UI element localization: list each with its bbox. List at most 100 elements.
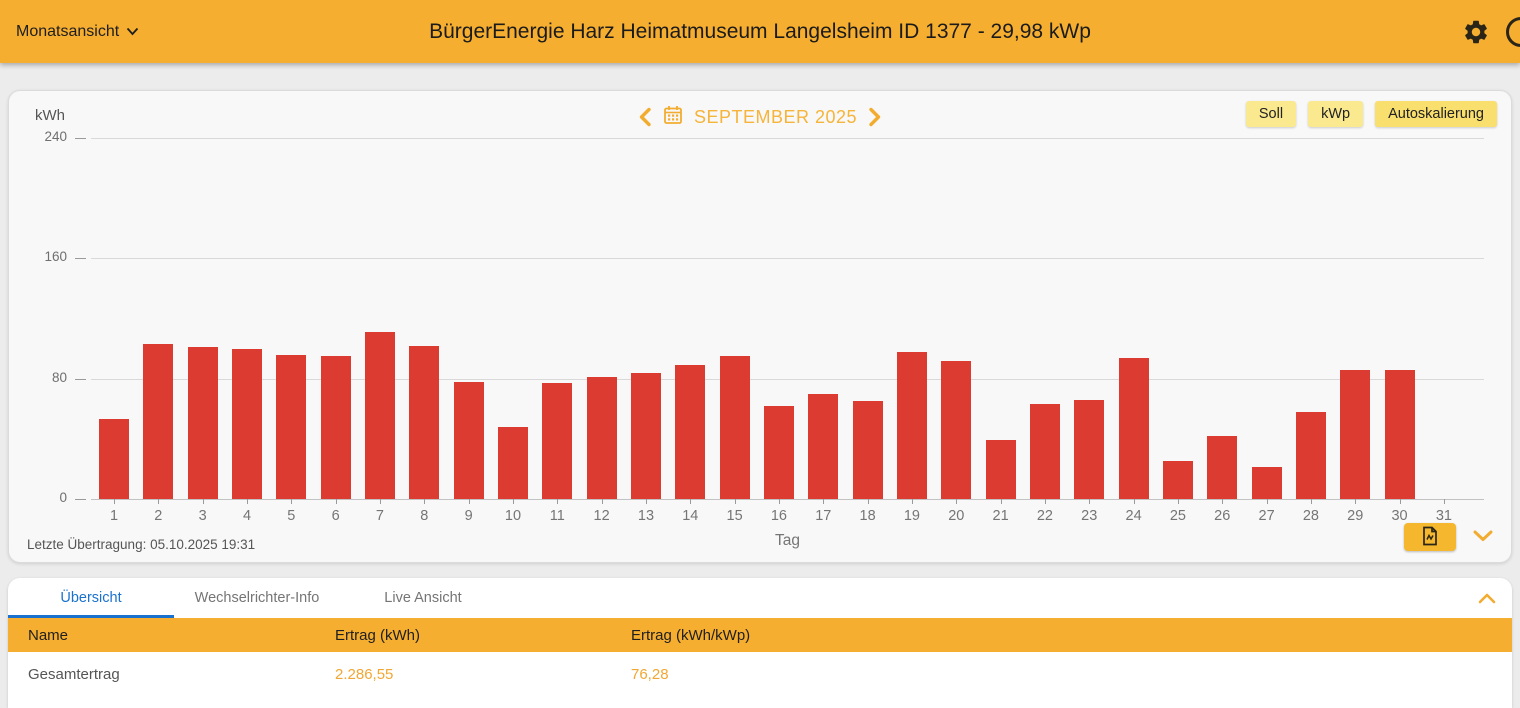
panel-collapse-chevron-up-icon[interactable] [1478, 591, 1496, 609]
bar-day-22[interactable] [1029, 404, 1060, 499]
x-tick [512, 499, 514, 504]
bar-day-4[interactable] [231, 349, 262, 499]
bar-day-12[interactable] [586, 377, 617, 499]
tab-übersicht[interactable]: Übersicht [8, 578, 174, 618]
bar-day-26[interactable] [1207, 436, 1238, 499]
tabs-bar: Übersicht Wechselrichter-Info Live Ansicht [8, 578, 1512, 618]
x-tick-label: 20 [948, 508, 965, 524]
bar-day-5[interactable] [276, 355, 307, 499]
bar-day-2[interactable] [143, 344, 174, 499]
bar-day-29[interactable] [1340, 370, 1371, 499]
bar-day-1[interactable] [99, 419, 129, 499]
soll-button[interactable]: Soll [1245, 101, 1297, 127]
x-tick [1399, 499, 1401, 504]
x-tick-label: 15 [726, 508, 743, 524]
calendar-icon[interactable] [663, 105, 683, 130]
x-tick-label: 11 [549, 508, 565, 524]
y-tick [75, 138, 86, 139]
bar-day-20[interactable] [941, 361, 972, 499]
x-tick [601, 499, 603, 504]
x-tick-label: 1 [109, 508, 119, 524]
y-tick [75, 499, 86, 500]
x-tick-label: 18 [859, 508, 876, 524]
view-mode-dropdown[interactable]: Monatsansicht [16, 0, 139, 63]
x-tick [114, 499, 115, 504]
bar-day-9[interactable] [453, 382, 484, 499]
x-tick-label: 12 [593, 508, 610, 524]
bar-day-28[interactable] [1295, 412, 1326, 499]
tab-live-ansicht[interactable]: Live Ansicht [384, 590, 462, 606]
x-tick-label: 23 [1081, 508, 1098, 524]
table-header-ertrag-kwh-kwp: Ertrag (kWh/kWp) [631, 626, 751, 644]
row-ertrag-kwh: 2.286,55 [335, 665, 394, 683]
gridline [91, 258, 1484, 259]
x-tick [1133, 499, 1135, 504]
x-tick [335, 499, 337, 504]
bar-day-3[interactable] [187, 347, 218, 499]
table-row: Gesamtertrag 2.286,55 76,28 [8, 652, 1512, 696]
bar-day-10[interactable] [497, 427, 528, 499]
x-tick-label: 25 [1169, 508, 1186, 524]
x-tick-label: 29 [1347, 508, 1364, 524]
view-mode-label: Monatsansicht [16, 22, 120, 40]
gridline [91, 379, 1484, 380]
table-header-ertrag-kwh: Ertrag (kWh) [335, 626, 421, 644]
tab-wechselrichter-info[interactable]: Wechselrichter-Info [194, 590, 320, 606]
x-tick [1177, 499, 1179, 504]
bar-day-23[interactable] [1074, 400, 1105, 499]
x-tick-label: 22 [1036, 508, 1053, 524]
bar-day-6[interactable] [320, 356, 351, 499]
x-tick [291, 499, 293, 504]
export-file-icon [1421, 526, 1439, 549]
x-tick-label: 6 [331, 508, 340, 524]
x-tick [1355, 499, 1357, 504]
gridline [91, 499, 1484, 500]
chart-collapse-chevron-down-icon[interactable] [1473, 529, 1493, 547]
bar-day-27[interactable] [1251, 467, 1282, 499]
bar-day-15[interactable] [719, 356, 750, 499]
bar-day-30[interactable] [1384, 370, 1415, 499]
bar-day-19[interactable] [896, 352, 927, 499]
x-tick-label: 16 [770, 508, 787, 524]
bar-day-21[interactable] [985, 440, 1016, 499]
x-tick-label: 21 [992, 508, 1009, 524]
bar-day-16[interactable] [763, 406, 794, 499]
bar-day-13[interactable] [630, 373, 661, 499]
next-month-arrow-icon[interactable] [868, 107, 882, 127]
table-header-row: Name Ertrag (kWh) Ertrag (kWh/kWp) [8, 618, 1512, 652]
x-tick [468, 499, 470, 504]
autoscale-button[interactable]: Autoskalierung [1375, 101, 1497, 127]
settings-gear-icon[interactable] [1462, 18, 1490, 46]
x-tick-label: 14 [682, 508, 699, 524]
bar-day-8[interactable] [409, 346, 440, 499]
x-tick [823, 499, 825, 504]
month-navigation: SEPTEMBER 2025 [9, 104, 1511, 130]
bar-day-25[interactable] [1162, 461, 1193, 499]
x-tick-label: 10 [504, 508, 522, 524]
kwp-button[interactable]: kWp [1308, 101, 1364, 127]
bar-day-18[interactable] [852, 401, 883, 499]
month-title[interactable]: SEPTEMBER 2025 [693, 106, 858, 127]
bar-day-7[interactable] [364, 332, 395, 499]
x-tick [690, 499, 692, 504]
x-tick-label: 19 [903, 508, 920, 524]
x-axis-title: Tag [775, 532, 800, 549]
previous-month-arrow-icon[interactable] [638, 107, 652, 127]
bar-day-14[interactable] [675, 365, 706, 499]
bar-day-24[interactable] [1118, 358, 1149, 499]
x-tick [1044, 499, 1046, 504]
bar-day-17[interactable] [808, 394, 839, 499]
export-button[interactable] [1404, 523, 1456, 551]
x-tick [246, 499, 248, 504]
overview-panel: Übersicht Wechselrichter-Info Live Ansicht… [8, 578, 1512, 708]
row-ertrag-kwh-kwp: 76,28 [631, 665, 669, 683]
y-tick-label: 0 [59, 490, 67, 505]
x-tick [1089, 499, 1091, 504]
x-tick-label: 26 [1214, 508, 1231, 524]
x-tick-label: 30 [1391, 508, 1408, 524]
last-transmission-status: Letzte Übertragung: 05.10.2025 19:31 [27, 537, 256, 552]
x-tick-label: 5 [287, 508, 296, 524]
bar-day-11[interactable] [542, 383, 573, 499]
row-name: Gesamtertrag [28, 665, 120, 683]
y-axis-unit-label: kWh [35, 107, 65, 124]
